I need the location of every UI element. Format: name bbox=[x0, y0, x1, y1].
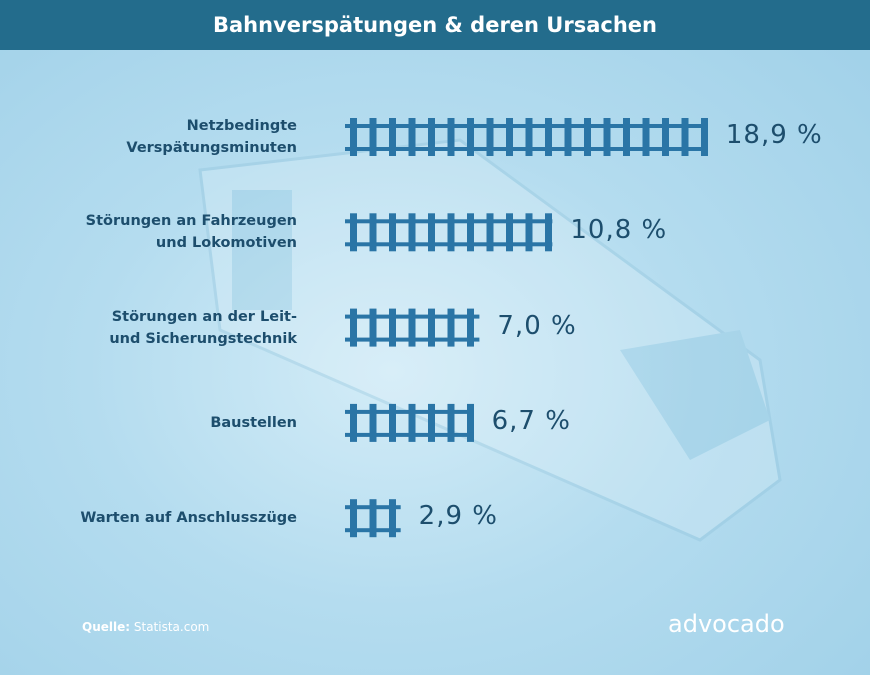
tie bbox=[369, 118, 377, 156]
tie bbox=[350, 308, 357, 347]
tie bbox=[389, 403, 396, 442]
tie bbox=[506, 118, 513, 156]
tie bbox=[467, 118, 474, 156]
tie bbox=[486, 213, 494, 252]
tie bbox=[681, 118, 689, 156]
tie bbox=[642, 118, 650, 156]
chart-title: Bahnverspätungen & deren Ursachen bbox=[0, 0, 870, 50]
tie bbox=[369, 213, 377, 252]
category-label: Störungen an der Leit- und Sicherungstec… bbox=[109, 308, 297, 347]
tie bbox=[350, 499, 357, 538]
tie bbox=[389, 118, 396, 156]
tie bbox=[428, 403, 435, 442]
tie bbox=[701, 118, 708, 156]
tie bbox=[350, 118, 357, 156]
tie bbox=[447, 403, 455, 442]
tie bbox=[369, 308, 377, 347]
value-label: 2,9 % bbox=[418, 501, 498, 532]
tie bbox=[428, 213, 435, 252]
tie bbox=[525, 118, 533, 156]
tie bbox=[486, 118, 494, 156]
tie bbox=[545, 118, 552, 156]
rail bbox=[345, 528, 401, 533]
logo-text: advocado bbox=[668, 610, 785, 638]
tie bbox=[389, 213, 396, 252]
bar bbox=[345, 499, 401, 538]
rail bbox=[345, 409, 474, 414]
tie bbox=[564, 118, 572, 156]
tie bbox=[408, 213, 416, 252]
value-label: 6,7 % bbox=[491, 405, 571, 436]
bar bbox=[345, 308, 480, 347]
tie bbox=[369, 499, 377, 538]
tie bbox=[389, 499, 396, 538]
tie bbox=[467, 308, 474, 347]
value-label: 10,8 % bbox=[570, 215, 668, 246]
tie bbox=[623, 118, 630, 156]
tie bbox=[408, 118, 416, 156]
tie bbox=[467, 403, 474, 442]
tie bbox=[525, 213, 533, 252]
value-label: 18,9 % bbox=[725, 120, 823, 150]
category-label: Netzbedingte Verspätungsminuten bbox=[126, 118, 297, 156]
train-illustration bbox=[198, 138, 782, 542]
source-text: Statista.com bbox=[133, 620, 210, 634]
rail bbox=[345, 242, 553, 247]
bar bbox=[345, 213, 553, 252]
tie bbox=[408, 308, 416, 347]
rail bbox=[345, 219, 553, 224]
tie bbox=[447, 213, 455, 252]
rail bbox=[345, 314, 480, 319]
tie bbox=[428, 118, 435, 156]
tie bbox=[447, 118, 455, 156]
value-label: 7,0 % bbox=[497, 310, 577, 341]
tie bbox=[369, 403, 377, 442]
source-label: Quelle: bbox=[82, 620, 131, 634]
tie bbox=[408, 403, 416, 442]
tie bbox=[350, 213, 357, 252]
rail bbox=[345, 432, 474, 437]
tie bbox=[428, 308, 435, 347]
tie bbox=[447, 308, 455, 347]
tie bbox=[389, 308, 396, 347]
category-label: Baustellen bbox=[210, 414, 297, 431]
tie bbox=[467, 213, 474, 252]
category-label: Warten auf Anschlusszüge bbox=[80, 510, 297, 527]
tie bbox=[584, 118, 591, 156]
rail bbox=[345, 124, 708, 128]
logo: advocado bbox=[668, 610, 785, 638]
rail bbox=[345, 147, 708, 151]
category-label: Störungen an Fahrzeugen und Lokomotiven bbox=[85, 213, 297, 252]
tie bbox=[662, 118, 669, 156]
tie bbox=[506, 213, 513, 252]
bar bbox=[345, 118, 708, 156]
tie bbox=[603, 118, 611, 156]
source: Quelle: Statista.com bbox=[82, 620, 209, 634]
tie bbox=[545, 213, 552, 252]
rail bbox=[345, 505, 401, 510]
tie bbox=[350, 403, 357, 442]
bar bbox=[345, 403, 474, 442]
rail bbox=[345, 337, 480, 342]
